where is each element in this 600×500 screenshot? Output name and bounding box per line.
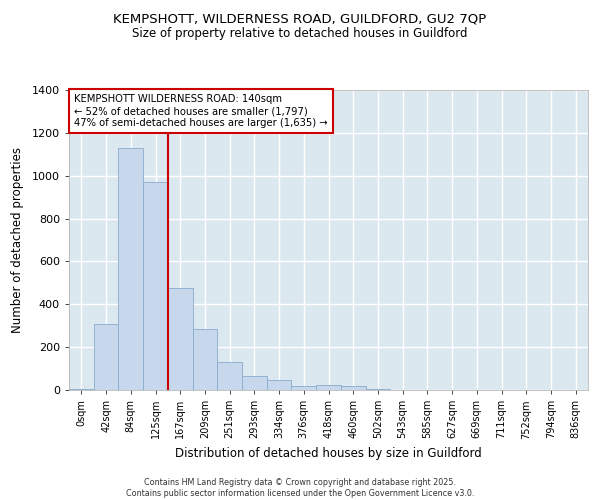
Text: Contains HM Land Registry data © Crown copyright and database right 2025.
Contai: Contains HM Land Registry data © Crown c… xyxy=(126,478,474,498)
Bar xyxy=(316,386,341,390)
Y-axis label: Number of detached properties: Number of detached properties xyxy=(11,147,23,333)
Bar xyxy=(168,288,193,390)
Bar xyxy=(143,182,168,390)
Bar xyxy=(94,324,118,390)
Bar xyxy=(217,362,242,390)
Bar xyxy=(242,376,267,390)
Bar xyxy=(69,389,94,390)
Bar xyxy=(365,389,390,390)
Bar xyxy=(292,386,316,390)
Text: KEMPSHOTT, WILDERNESS ROAD, GUILDFORD, GU2 7QP: KEMPSHOTT, WILDERNESS ROAD, GUILDFORD, G… xyxy=(113,12,487,26)
Text: Size of property relative to detached houses in Guildford: Size of property relative to detached ho… xyxy=(132,28,468,40)
Bar xyxy=(118,148,143,390)
Bar xyxy=(267,380,292,390)
Bar xyxy=(341,386,365,390)
X-axis label: Distribution of detached houses by size in Guildford: Distribution of detached houses by size … xyxy=(175,447,482,460)
Text: KEMPSHOTT WILDERNESS ROAD: 140sqm
← 52% of detached houses are smaller (1,797)
4: KEMPSHOTT WILDERNESS ROAD: 140sqm ← 52% … xyxy=(74,94,328,128)
Bar xyxy=(193,329,217,390)
